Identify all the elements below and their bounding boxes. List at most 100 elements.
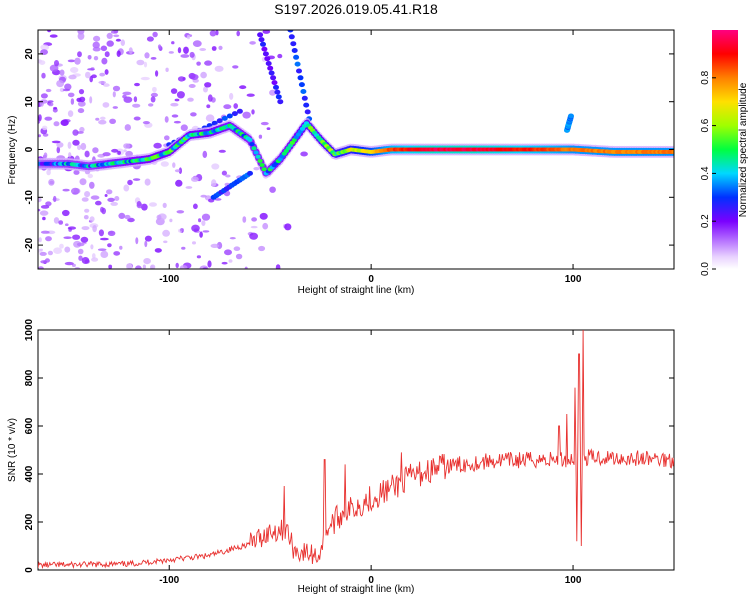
noise-blob (45, 236, 52, 242)
noise-blob (40, 44, 50, 51)
noise-blob (117, 150, 121, 155)
x-tick-label: -100 (159, 575, 179, 586)
noise-blob (156, 214, 162, 220)
noise-blob (221, 170, 227, 176)
figure-title: S197.2026.019.05.41.R18 (274, 1, 438, 17)
noise-blob (187, 97, 194, 102)
noise-blob (135, 265, 142, 269)
noise-blob (102, 152, 111, 157)
noise-blob (124, 124, 131, 131)
noise-blob (103, 83, 110, 87)
streak-mark (260, 41, 266, 47)
noise-blob (229, 92, 234, 100)
noise-blob (39, 248, 43, 251)
noise-blob (38, 237, 42, 243)
noise-blob (134, 82, 140, 87)
noise-blob (146, 36, 154, 42)
noise-blob (89, 96, 93, 104)
ridge-core (249, 142, 255, 147)
noise-blob (154, 248, 162, 253)
noise-blob (53, 106, 58, 110)
noise-blob (174, 98, 180, 102)
streak-mark (261, 46, 268, 52)
noise-blob (38, 266, 44, 269)
colorbar-label: Normalized spectral amplitude (738, 82, 749, 217)
noise-blob (59, 87, 65, 93)
noise-blob (73, 170, 80, 175)
noise-blob (148, 103, 154, 107)
streak-mark (236, 108, 243, 114)
snr-series-line (38, 330, 674, 570)
noise-blob (150, 96, 156, 103)
noise-blob (110, 30, 118, 34)
streak-mark (296, 68, 302, 74)
ridge-core (259, 163, 265, 167)
colorbar-tick-label: 0.4 (700, 166, 711, 180)
noise-blob (79, 96, 86, 103)
noise-blob (42, 216, 46, 221)
noise-blob (40, 205, 50, 209)
noise-blob (92, 147, 99, 154)
noise-blob (47, 250, 54, 256)
noise-blob (92, 225, 97, 233)
noise-blob (207, 260, 212, 268)
noise-blob (77, 32, 85, 40)
snr-y-label: SNR (10 * v/v) (7, 418, 18, 482)
noise-blob (109, 118, 116, 125)
ridge-core (255, 154, 261, 159)
noise-blob (152, 31, 158, 38)
noise-blob (218, 45, 223, 51)
noise-blob (100, 116, 106, 121)
noise-blob (60, 119, 69, 126)
noise-blob (65, 223, 69, 226)
noise-blob (136, 203, 143, 209)
noise-blob (202, 150, 208, 158)
noise-blob (224, 249, 232, 256)
noise-blob (106, 40, 114, 47)
noise-blob (100, 45, 108, 52)
noise-blob (202, 230, 210, 233)
noise-blob (191, 176, 199, 182)
noise-blob (204, 82, 212, 88)
noise-blob (87, 55, 92, 60)
noise-blob (67, 141, 72, 149)
y-tick-label: 1000 (24, 318, 35, 341)
streak-mark (247, 170, 253, 176)
streak-mark (265, 61, 272, 66)
noise-blob (95, 200, 102, 206)
noise-blob (177, 76, 186, 82)
noise-blob (133, 116, 141, 121)
noise-blob (102, 102, 110, 108)
noise-blob (91, 74, 97, 79)
noise-blob (191, 224, 200, 232)
noise-blob (83, 215, 89, 220)
noise-blob (45, 88, 52, 93)
noise-blob (49, 64, 59, 72)
noise-blob (81, 257, 90, 264)
noise-blob (277, 53, 283, 59)
noise-blob (89, 216, 95, 222)
noise-blob (41, 72, 46, 79)
noise-blob (144, 240, 148, 248)
noise-blob (59, 69, 65, 76)
noise-blob (206, 104, 211, 109)
noise-blob (51, 140, 61, 144)
noise-blob (233, 103, 238, 109)
noise-blob (115, 38, 121, 42)
spectrogram-x-label: Height of straight line (km) (298, 285, 415, 296)
noise-blob (266, 127, 271, 130)
noise-blob (196, 255, 201, 259)
colorbar-tick-label: 0.6 (700, 118, 711, 132)
noise-blob (269, 186, 276, 193)
noise-blob (39, 210, 49, 216)
noise-blob (77, 248, 84, 255)
streak-mark (258, 37, 265, 43)
noise-blob (107, 197, 115, 202)
noise-blob (199, 48, 207, 51)
noise-blob (135, 237, 139, 245)
snr-x-label: Height of straight line (km) (298, 584, 415, 595)
noise-blob (246, 93, 255, 97)
spectrogram-marks (38, 30, 674, 269)
noise-blob (106, 32, 113, 40)
noise-blob (143, 258, 151, 265)
